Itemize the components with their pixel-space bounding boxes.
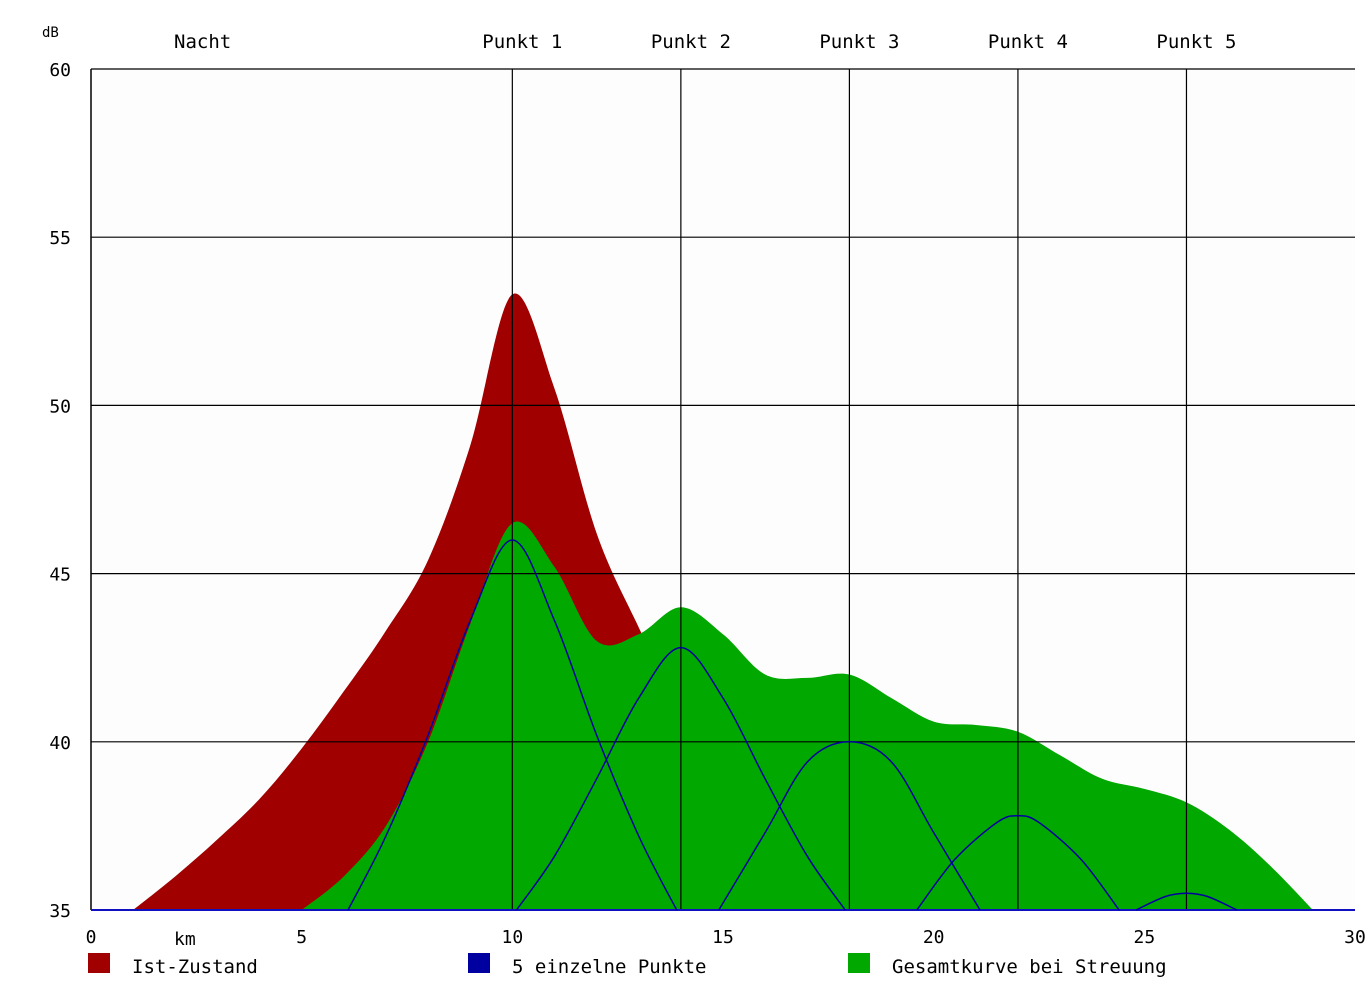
legend-item: Gesamtkurve bei Streuung xyxy=(848,953,1167,978)
legend-swatch xyxy=(468,953,490,973)
point-curve-1 xyxy=(347,539,678,911)
legend-label: Ist-Zustand xyxy=(132,956,258,978)
x-tick-label: 10 xyxy=(501,927,523,948)
x-tick-label: 15 xyxy=(712,927,734,948)
point-curve-2 xyxy=(515,646,846,911)
y-tick-label: 45 xyxy=(49,565,71,586)
point-label: Punkt 2 xyxy=(651,31,731,53)
point-curve-3 xyxy=(718,741,981,911)
x-tick-label: 20 xyxy=(923,927,945,948)
point-label: Punkt 3 xyxy=(819,31,899,53)
y-tick-label: 60 xyxy=(49,60,71,81)
point-curve-4 xyxy=(916,815,1120,911)
legend-item: Ist-Zustand xyxy=(88,953,258,978)
x-unit-label: km xyxy=(174,929,196,950)
legend-swatch xyxy=(88,953,110,973)
area-gesamtkurve-bei-streuung xyxy=(301,521,1313,910)
point-label: Punkt 5 xyxy=(1156,31,1236,53)
legend-item: 5 einzelne Punkte xyxy=(468,953,706,978)
point-label: Punkt 4 xyxy=(988,31,1068,53)
y-tick-label: 35 xyxy=(49,901,71,922)
x-tick-label: 5 xyxy=(296,927,307,948)
y-tick-label: 40 xyxy=(49,733,71,754)
y-tick-label: 50 xyxy=(49,396,71,417)
x-tick-label: 25 xyxy=(1133,927,1155,948)
y-tick-label: 55 xyxy=(49,228,71,249)
legend-label: Gesamtkurve bei Streuung xyxy=(892,956,1167,978)
x-tick-label: 0 xyxy=(86,927,97,948)
y-unit-label: dB xyxy=(42,25,59,41)
legend-swatch xyxy=(848,953,870,973)
point-curve-5 xyxy=(1135,892,1238,911)
legend-label: 5 einzelne Punkte xyxy=(512,956,706,978)
x-tick-label: 30 xyxy=(1344,927,1366,948)
period-label: Nacht xyxy=(174,31,231,53)
point-label: Punkt 1 xyxy=(482,31,562,53)
